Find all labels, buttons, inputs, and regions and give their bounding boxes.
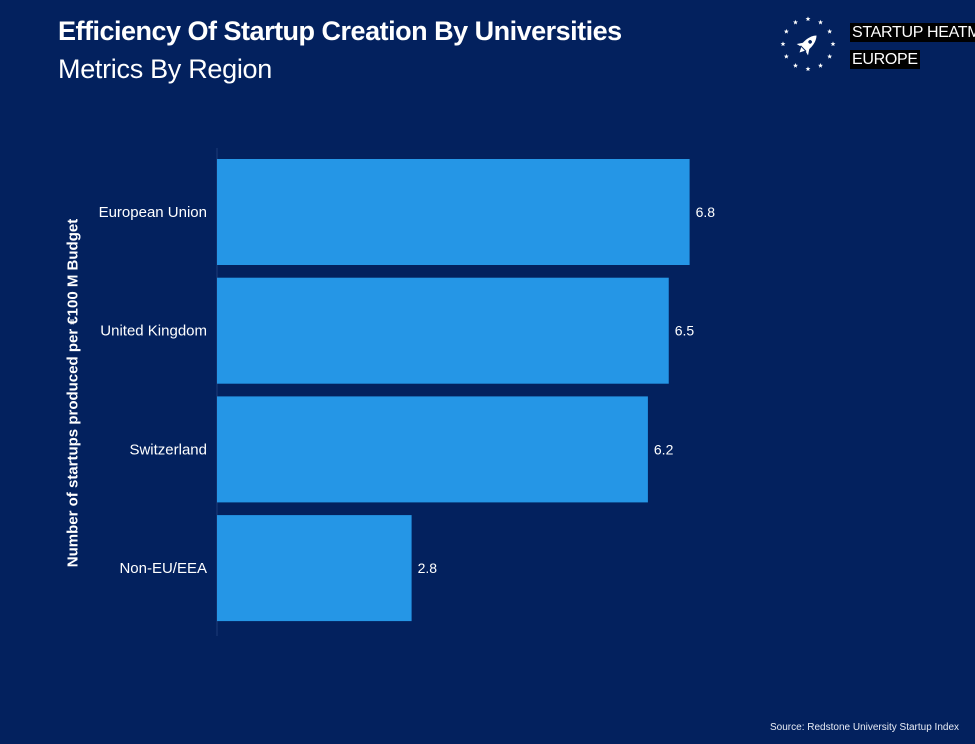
logo-star	[783, 28, 789, 34]
chart-title: Efficiency Of Startup Creation By Univer…	[58, 16, 622, 46]
bar	[217, 396, 648, 503]
logo-star	[830, 41, 836, 47]
bar	[217, 515, 412, 622]
rocket-in-star-circle-icon	[780, 16, 836, 72]
logo-star	[783, 53, 789, 59]
data-label: 6.8	[696, 204, 716, 220]
category-label: European Union	[99, 204, 207, 221]
data-label: 2.8	[418, 560, 438, 576]
logo-star	[793, 19, 798, 25]
logo-star	[780, 41, 786, 47]
logo-text-line1: STARTUP HEATMAP	[850, 23, 975, 42]
logo-star	[827, 28, 833, 34]
bar	[217, 159, 690, 265]
logo-star	[818, 63, 823, 68]
source-note: Source: Redstone University Startup Inde…	[770, 722, 959, 733]
category-label: Switzerland	[129, 441, 207, 458]
category-label: Non-EU/EEA	[119, 560, 207, 577]
chart-subtitle: Metrics By Region	[58, 54, 272, 84]
brand-logo: STARTUP HEATMAP EUROPE	[778, 14, 975, 74]
logo-star	[827, 53, 833, 59]
logo-text-line2: EUROPE	[850, 50, 920, 69]
data-label: 6.5	[675, 323, 695, 339]
logo-star	[805, 16, 811, 22]
logo-star	[805, 66, 811, 72]
logo-star	[793, 63, 798, 68]
data-label: 6.2	[654, 441, 674, 457]
bar	[217, 277, 669, 384]
logo-star	[818, 19, 823, 25]
category-label: United Kingdom	[100, 323, 207, 340]
